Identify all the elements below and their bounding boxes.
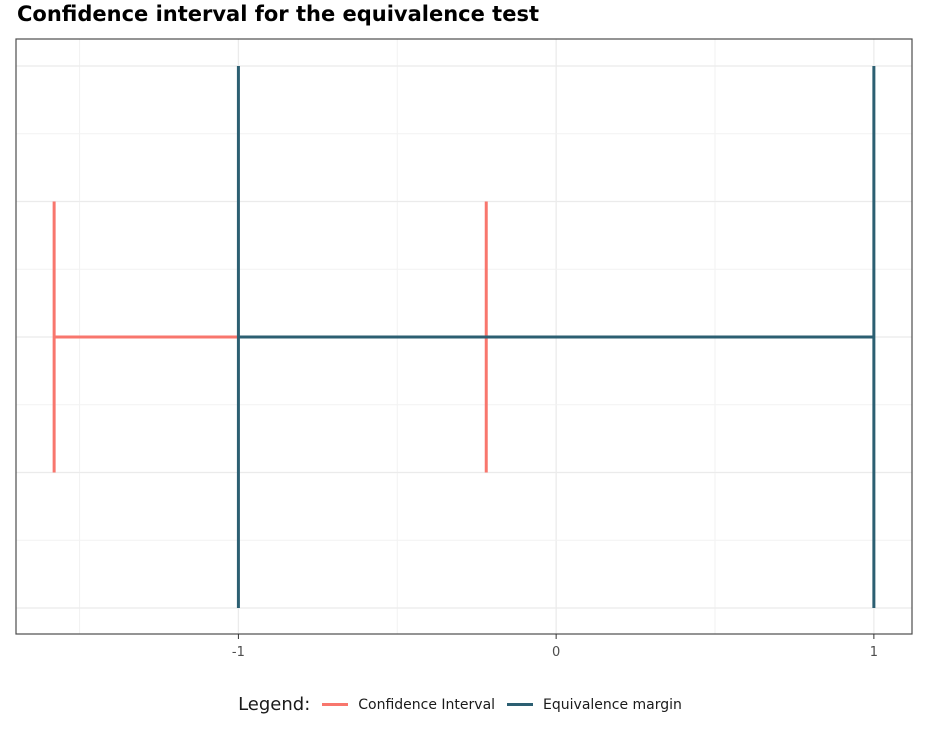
x-tick-label: 1 [870,645,878,660]
x-axis: -1 0 1 [232,634,878,660]
legend-title: Legend: [238,694,310,715]
legend: Legend: Confidence Interval Equivalence … [0,694,932,715]
legend-key-equivalence-margin [507,703,533,706]
chart: -1 0 1 [0,0,932,690]
x-tick-label: -1 [232,645,245,660]
legend-label-equivalence-margin: Equivalence margin [543,697,682,713]
legend-label-confidence-interval: Confidence Interval [358,697,495,713]
legend-item-confidence-interval: Confidence Interval [322,697,495,713]
x-tick-label: 0 [552,645,560,660]
legend-item-equivalence-margin: Equivalence margin [507,697,682,713]
legend-key-confidence-interval [322,703,348,706]
